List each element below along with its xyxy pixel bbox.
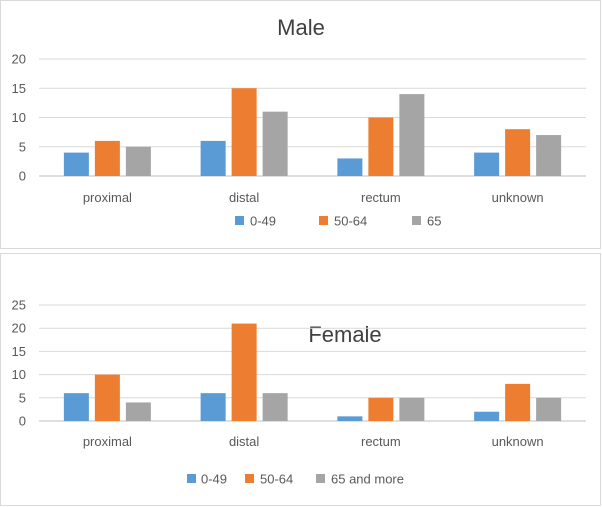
female-chart: Female 0 5 10 15 20 25 proximal distal rectum un…	[12, 298, 586, 487]
female-bar	[200, 393, 226, 421]
female-bar	[399, 397, 425, 421]
female-legend-label: 50-64	[260, 472, 293, 487]
male-bar	[337, 158, 363, 176]
male-bar	[368, 117, 394, 176]
female-y-tick-label: 15	[12, 344, 26, 359]
female-legend-swatch	[316, 474, 325, 483]
male-legend-label: 0-49	[250, 214, 276, 229]
male-bar	[200, 140, 226, 176]
female-bar	[231, 323, 257, 421]
female-legend-swatch	[187, 474, 196, 483]
male-bar	[63, 152, 89, 176]
female-y-tick-label: 5	[19, 390, 26, 405]
female-bar	[94, 374, 120, 421]
female-chart-panel: Female 0 5 10 15 20 25 proximal distal rectum un…	[0, 253, 601, 506]
male-y-tick-label: 20	[12, 52, 26, 67]
female-bar	[125, 402, 151, 421]
female-bar	[474, 411, 500, 421]
female-chart-title: Female	[308, 322, 381, 347]
female-bar	[536, 397, 562, 421]
male-legend-label: 65	[427, 214, 441, 229]
female-y-tick-label: 25	[12, 298, 26, 313]
male-bar	[125, 146, 151, 176]
male-chart: Male 0 5 10 15 20 proximal distal rectum unknow…	[12, 15, 586, 229]
female-category-label: rectum	[361, 434, 401, 449]
male-bar	[505, 129, 531, 176]
male-category-label: distal	[229, 190, 259, 205]
female-legend-label: 0-49	[201, 472, 227, 487]
male-category-label: proximal	[83, 190, 132, 205]
male-bar	[536, 135, 562, 176]
male-chart-title: Male	[277, 15, 325, 40]
female-legend-swatch	[245, 474, 254, 483]
male-y-tick-label: 5	[19, 139, 26, 154]
male-y-tick-label: 0	[19, 169, 26, 184]
male-bar	[94, 140, 120, 176]
male-y-tick-label: 10	[12, 110, 26, 125]
female-category-label: unknown	[492, 434, 544, 449]
female-bar	[368, 397, 394, 421]
female-bar	[337, 416, 363, 421]
female-legend-label: 65 and more	[331, 472, 404, 487]
female-bar	[505, 383, 531, 421]
male-bar	[231, 88, 257, 176]
male-category-label: unknown	[492, 190, 544, 205]
male-bar	[474, 152, 500, 176]
male-category-label: rectum	[361, 190, 401, 205]
female-bar	[63, 393, 89, 421]
female-y-tick-label: 0	[19, 414, 26, 429]
male-y-tick-label: 15	[12, 81, 26, 96]
female-category-label: proximal	[83, 434, 132, 449]
male-chart-panel: Male 0 5 10 15 20 proximal distal rectum unknow…	[0, 0, 601, 249]
female-y-tick-label: 20	[12, 321, 26, 336]
male-legend-swatch	[412, 216, 421, 225]
female-bar	[262, 393, 288, 421]
female-category-label: distal	[229, 434, 259, 449]
male-bar	[399, 94, 425, 176]
female-y-tick-label: 10	[12, 367, 26, 382]
male-bar	[262, 111, 288, 176]
male-legend-swatch	[235, 216, 244, 225]
male-legend-label: 50-64	[334, 214, 367, 229]
male-legend-swatch	[319, 216, 328, 225]
